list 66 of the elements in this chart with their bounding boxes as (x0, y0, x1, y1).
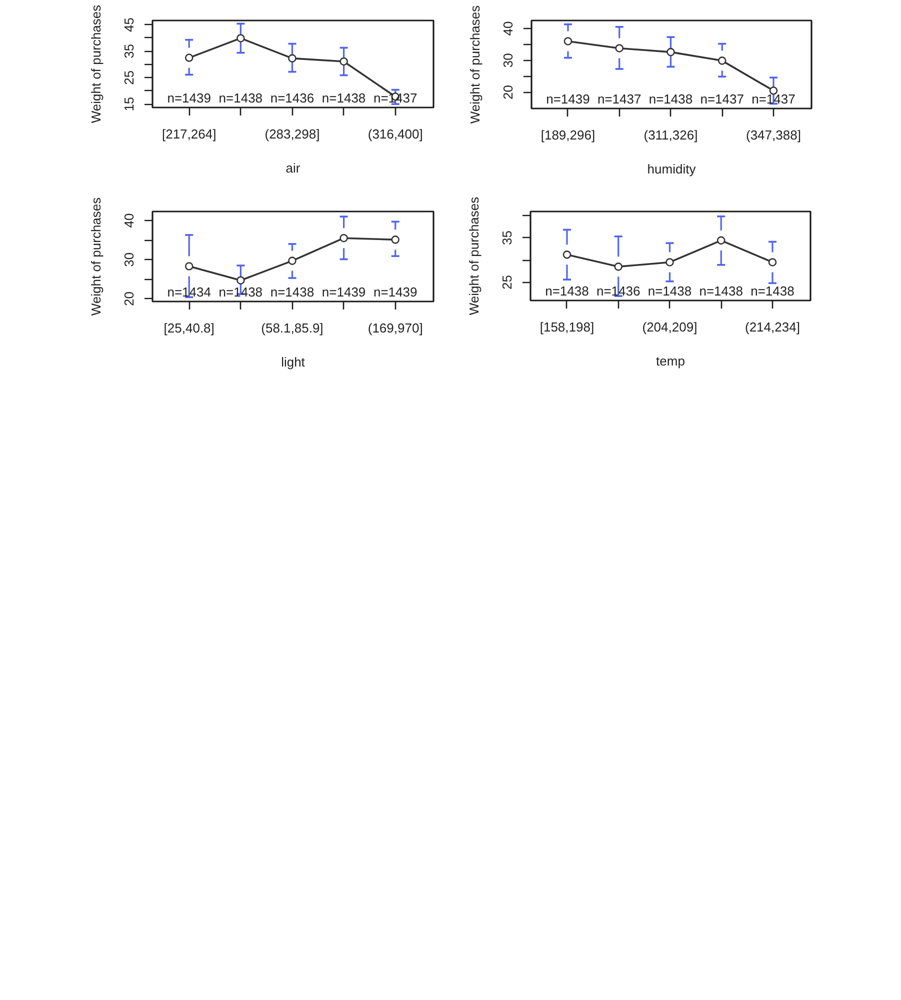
point (236, 34, 245, 42)
point (288, 256, 296, 265)
x-axis-title: temp (656, 354, 685, 368)
annotation: n=1438 (648, 92, 693, 106)
point (236, 276, 245, 285)
y-tick-label: 15 (122, 96, 136, 112)
point (768, 258, 777, 266)
y-tick-label: 35 (122, 44, 136, 58)
x-axis-title: humidity (647, 162, 696, 176)
annotation: n=1437 (700, 92, 744, 106)
annotation: n=1439 (167, 90, 211, 106)
annotation: n=1439 (322, 284, 366, 300)
point (184, 54, 194, 62)
x-tick-label: (214,234] (745, 320, 800, 334)
point (340, 57, 348, 66)
annotation: n=1439 (546, 92, 590, 106)
x-tick-label: [158,198] (540, 320, 594, 334)
y-tick-label: 40 (500, 21, 516, 36)
annotation: n=1437 (597, 92, 642, 106)
y-tick-label: 20 (500, 85, 516, 100)
annotation: n=1439 (373, 284, 418, 300)
y-tick-label: 20 (122, 292, 136, 306)
y-tick-label: 30 (122, 252, 136, 267)
point (184, 262, 194, 270)
annotation: n=1438 (218, 284, 263, 300)
point (716, 236, 726, 245)
x-tick-label: (169,970] (368, 320, 423, 336)
point (666, 258, 674, 266)
x-axis-title: air (286, 160, 301, 176)
point (340, 234, 348, 242)
y-tick-label: 25 (122, 70, 136, 85)
annotation: n=1436 (270, 90, 314, 106)
point (564, 37, 572, 46)
point (288, 54, 296, 62)
point (562, 250, 572, 259)
x-tick-label: [25,40.8] (164, 320, 214, 336)
annotation: n=1438 (750, 284, 794, 298)
point (391, 236, 400, 244)
x-tick-label: (316,400] (368, 126, 423, 142)
x-tick-label: (311,326] (644, 128, 698, 142)
x-tick-label: (283,298] (264, 126, 320, 142)
y-tick-label: 45 (122, 17, 136, 32)
point (666, 48, 675, 56)
y-axis-title: Weight of purchases (466, 196, 482, 316)
x-tick-label: (204,209] (642, 320, 698, 334)
point (614, 262, 623, 271)
y-axis-title: Weight of purchases (88, 4, 104, 124)
point (718, 56, 726, 65)
x-axis-title: light (281, 354, 306, 370)
y-tick-label: 35 (500, 230, 514, 245)
x-tick-label: (347,388] (746, 128, 801, 142)
annotation: n=1438 (699, 284, 743, 298)
y-tick-label: 25 (500, 275, 514, 290)
annotation: n=1438 (545, 284, 589, 298)
x-tick-label: (58.1,85.9] (261, 320, 324, 336)
point (615, 44, 624, 52)
x-tick-label: [217,264] (162, 126, 216, 142)
annotation: n=1438 (218, 90, 263, 106)
annotation: n=1438 (648, 284, 692, 298)
annotation: n=1438 (270, 284, 314, 300)
y-axis-title: Weight of purchases (468, 4, 482, 124)
x-tick-label: [189,296] (540, 128, 596, 142)
annotation: n=1438 (322, 90, 366, 106)
y-tick-label: 40 (122, 213, 136, 228)
y-tick-label: 30 (500, 53, 516, 68)
y-axis-title: Weight of purchases (88, 196, 104, 316)
